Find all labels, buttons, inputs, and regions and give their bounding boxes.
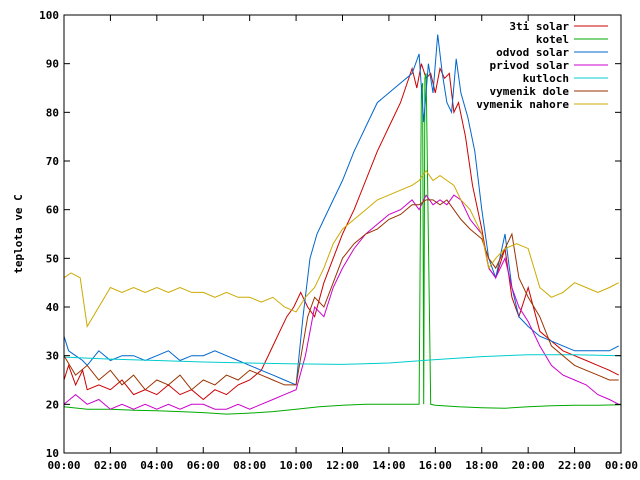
y-tick-label: 70 <box>46 155 59 168</box>
x-tick-label: 02:00 <box>94 459 127 472</box>
series-line-odvod-solar <box>63 34 619 386</box>
x-tick-label: 16:00 <box>419 459 452 472</box>
series-line-kutloch <box>63 354 622 365</box>
y-tick-label: 60 <box>46 204 59 217</box>
y-axis-label: teplota ve C <box>12 194 25 273</box>
legend-label: 3ti solar <box>509 20 569 33</box>
x-tick-label: 10:00 <box>280 459 313 472</box>
x-tick-label: 22:00 <box>558 459 591 472</box>
series-line-kotel <box>63 73 622 415</box>
legend-label: vymenik nahore <box>476 98 569 111</box>
y-tick-label: 100 <box>39 9 59 22</box>
x-tick-label: 14:00 <box>372 459 405 472</box>
y-tick-label: 50 <box>46 252 59 265</box>
x-tick-label: 00:00 <box>47 459 80 472</box>
y-tick-label: 20 <box>46 398 59 411</box>
x-tick-label: 06:00 <box>187 459 220 472</box>
x-tick-label: 20:00 <box>512 459 545 472</box>
legend-label: kutloch <box>523 72 569 85</box>
x-tick-label: 08:00 <box>233 459 266 472</box>
y-tick-label: 10 <box>46 447 59 460</box>
legend-label: privod solar <box>490 59 570 72</box>
y-tick-label: 90 <box>46 58 59 71</box>
y-tick-label: 80 <box>46 106 59 119</box>
y-tick-label: 40 <box>46 301 59 314</box>
series-line-vymenik-nahore <box>63 169 619 328</box>
legend-label: odvod solar <box>496 46 569 59</box>
x-tick-label: 04:00 <box>140 459 173 472</box>
legend-label: vymenik dole <box>490 85 570 98</box>
legend-label: kotel <box>536 33 569 46</box>
x-tick-label: 12:00 <box>326 459 359 472</box>
series-line-privod-solar <box>63 194 619 410</box>
x-tick-label: 00:00 <box>605 459 638 472</box>
x-tick-label: 18:00 <box>465 459 498 472</box>
y-tick-label: 30 <box>46 350 59 363</box>
series-line-vymenik-dole <box>63 199 619 391</box>
series-line-3ti-solar <box>63 63 619 401</box>
